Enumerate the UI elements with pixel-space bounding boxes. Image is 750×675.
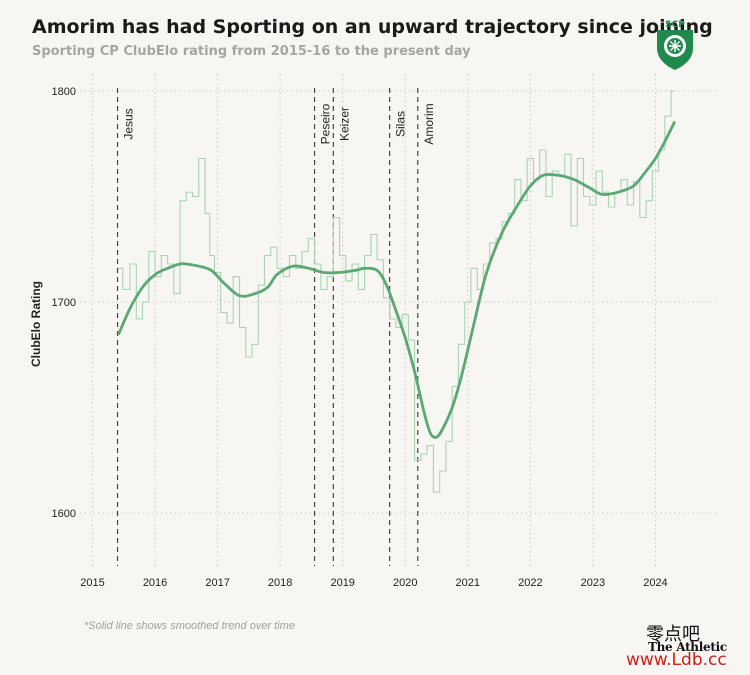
y-tick-label: 1700 [52,297,76,309]
x-tick-label: 2023 [581,577,605,589]
y-axis-label: ClubElo Rating [29,281,43,367]
x-tick-label: 2020 [393,577,417,589]
manager-markers: Jesus Peseiro Keizer Silas Amorim [116,88,436,566]
trend-series [117,121,676,439]
sporting-cp-crest-icon: SCP [657,20,693,70]
manager-label: Amorim [422,103,436,144]
raw-series [118,90,675,493]
manager-label: Keizer [337,107,351,141]
grid-layer [80,74,718,566]
manager-label: Peseiro [319,103,333,144]
watermark-url: www.Ldb.cc [626,650,727,670]
logo-text: SCP [665,20,685,30]
x-tick-label: 2021 [456,577,480,589]
y-tick-label: 1600 [52,508,76,520]
x-tick-label: 2017 [205,577,229,589]
brand-logo-text: The Athletic [648,640,727,654]
manager-label: Jesus [122,108,136,139]
x-tick-label: 2018 [268,577,292,589]
x-tick-label: 2016 [143,577,167,589]
chart-subtitle: Sporting CP ClubElo rating from 2015-16 … [32,44,471,59]
x-tick-label: 2024 [643,577,667,589]
chart-title: Amorim has had Sporting on an upward tra… [32,16,713,38]
footnote: *Solid line shows smoothed trend over ti… [84,620,295,632]
axis-labels: 1600 1700 1800 2015 2016 2017 2018 2019 2020 2021… [52,86,668,589]
manager-label: Silas [394,111,408,137]
raw-elo-line [118,90,675,493]
x-tick-label: 2015 [80,577,104,589]
y-tick-label: 1800 [52,86,76,98]
smoothed-trend-line [117,121,676,439]
x-tick-label: 2022 [518,577,542,589]
watermark-chinese: 零点吧 [646,624,700,645]
x-tick-label: 2019 [330,577,354,589]
